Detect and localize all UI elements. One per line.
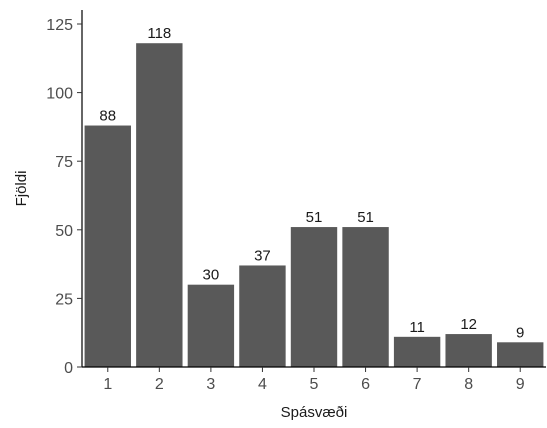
data-label-9: 9 [516, 324, 524, 341]
y-ticks-group: 0 25 50 75 100 125 [46, 17, 82, 377]
x-tick-label-5: 5 [310, 376, 319, 393]
data-label-1: 88 [99, 108, 116, 125]
x-tick-label-3: 3 [206, 376, 215, 393]
y-tick-label-25: 25 [55, 291, 73, 308]
data-label-6: 51 [357, 209, 374, 226]
bar-5 [290, 227, 338, 367]
x-tick-label-4: 4 [258, 376, 267, 393]
bars-group [84, 43, 544, 368]
data-label-3: 30 [203, 267, 220, 284]
data-labels-group: 88 118 30 37 51 51 11 12 9 [99, 25, 524, 341]
data-label-5: 51 [306, 209, 323, 226]
bar-3 [187, 284, 235, 367]
y-tick-label-50: 50 [55, 223, 73, 240]
y-tick-label-125: 125 [46, 17, 73, 34]
y-tick-label-0: 0 [64, 360, 73, 377]
y-tick-label-75: 75 [55, 154, 73, 171]
bar-1 [84, 125, 131, 367]
x-tick-label-6: 6 [361, 376, 370, 393]
bar-4 [239, 265, 286, 367]
bar-7 [393, 336, 441, 367]
y-axis-title: Fjöldi [13, 171, 30, 207]
data-label-2: 118 [147, 25, 171, 42]
data-label-7: 11 [409, 319, 425, 336]
x-tick-label-1: 1 [103, 376, 112, 393]
data-label-8: 12 [460, 316, 477, 333]
x-axis-title: Spásvæði [281, 404, 348, 421]
x-tick-label-8: 8 [464, 376, 473, 393]
x-ticks-group: 1 2 3 4 5 6 7 8 9 [103, 367, 525, 393]
bar-9 [497, 342, 544, 367]
bar-6 [342, 227, 389, 367]
y-tick-label-100: 100 [46, 86, 73, 103]
x-tick-label-2: 2 [155, 376, 164, 393]
bar-8 [445, 334, 492, 367]
x-tick-label-9: 9 [516, 376, 525, 393]
bar-2 [136, 43, 183, 368]
x-tick-label-7: 7 [413, 376, 422, 393]
data-label-4: 37 [254, 247, 271, 264]
